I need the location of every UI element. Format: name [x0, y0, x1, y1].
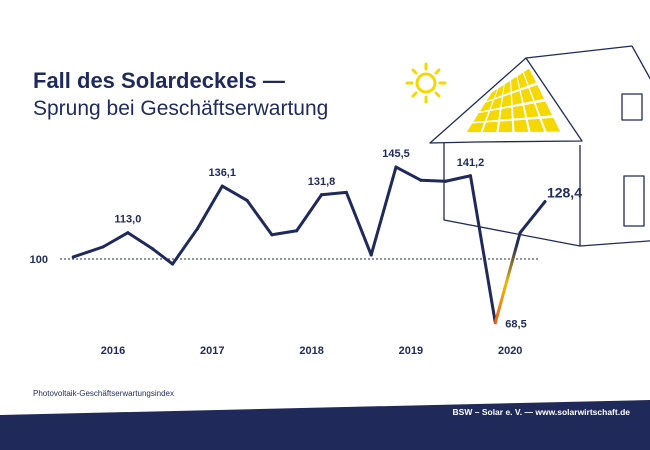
sun-icon: [405, 62, 447, 104]
baseline-label: 100: [30, 254, 48, 266]
series-segment: [126, 231, 155, 251]
solar-panel-cell: [498, 120, 513, 133]
data-point: [245, 198, 249, 202]
footer-bar: [0, 400, 650, 450]
data-point: [126, 231, 130, 235]
series-segment: [151, 247, 175, 266]
x-axis-ticks: 2016 2017 2018 2019 2020: [101, 345, 523, 357]
solar-panel-cell: [524, 103, 539, 118]
data-point: [270, 233, 274, 237]
data-point: [444, 179, 448, 183]
data-labels: 113,0 136,1 131,8 145,5 141,2 68,5 128,4: [114, 148, 582, 331]
solar-panel-cell: [512, 105, 526, 119]
solar-panel-cell: [486, 89, 498, 102]
data-point: [493, 321, 497, 325]
series-segment: [245, 198, 274, 237]
data-label: 128,4: [547, 185, 582, 201]
series-segment: [195, 184, 224, 231]
solar-panel-cell: [466, 122, 485, 133]
series-segment: [270, 229, 299, 237]
data-label: 145,5: [382, 148, 410, 160]
data-label: 136,1: [208, 167, 236, 179]
series-segment: [419, 178, 448, 183]
index-caption: Photovoltaik-Geschäftserwartungsindex: [33, 389, 174, 398]
data-point: [394, 165, 398, 169]
series-segment: [468, 174, 497, 325]
series-segment: [369, 165, 398, 257]
solar-panel-cell: [511, 91, 523, 106]
series-segment: [220, 184, 249, 202]
x-tick-label: 2017: [200, 345, 224, 357]
solar-panel-cell: [529, 85, 545, 101]
solar-panel-cell: [523, 68, 536, 86]
house-with-solar-panels-icon: [429, 45, 650, 247]
solar-panel-cell: [503, 80, 511, 95]
data-point: [295, 229, 299, 233]
series-segment: [101, 231, 130, 249]
series-line: [71, 165, 547, 325]
data-point: [518, 231, 522, 235]
solar-panel-cell: [511, 76, 520, 92]
data-point: [344, 190, 348, 194]
data-label: 141,2: [457, 157, 485, 169]
data-point: [71, 255, 75, 259]
solar-panel-cell: [501, 94, 512, 108]
x-tick-label: 2020: [498, 345, 522, 357]
series-segment: [171, 227, 199, 266]
data-point: [419, 178, 423, 182]
data-point: [320, 193, 324, 197]
solar-panel-cell: [541, 117, 561, 132]
solar-panel-cell: [486, 109, 500, 121]
series-segment: [444, 174, 472, 183]
data-point: [220, 184, 224, 188]
footer-source: BSW – Solar e. V. — www.solarwirtschaft.…: [453, 407, 631, 417]
solar-panel-cell: [517, 72, 528, 89]
data-label: 68,5: [505, 319, 526, 331]
solar-panel-cell: [520, 88, 534, 103]
series-segment: [344, 190, 373, 257]
series-segment: [320, 190, 348, 197]
chart-subtitle: Sprung bei Geschäftserwartung: [33, 97, 328, 120]
data-point: [151, 247, 155, 251]
solar-panels: [466, 68, 561, 133]
solar-panel-cell: [473, 111, 489, 122]
data-point: [101, 245, 105, 249]
solar-panel-cell: [500, 107, 512, 120]
x-tick-label: 2018: [299, 345, 323, 357]
data-label: 131,8: [308, 176, 336, 188]
x-tick-label: 2019: [399, 345, 423, 357]
data-point: [195, 227, 199, 231]
data-point: [468, 174, 472, 178]
data-point: [369, 253, 373, 257]
data-point: [171, 262, 175, 266]
data-label: 113,0: [114, 214, 141, 226]
solar-panel-cell: [479, 100, 493, 112]
solar-panel-cell: [482, 121, 498, 133]
x-tick-label: 2016: [101, 345, 125, 357]
data-point: [543, 200, 547, 204]
solar-panel-cell: [494, 84, 504, 98]
solar-panel-cell: [527, 118, 545, 132]
series-segment: [295, 193, 324, 233]
solar-panel-cell: [535, 101, 553, 117]
series-segment: [394, 165, 423, 182]
series-segment: [71, 245, 105, 259]
series-segment: [518, 200, 547, 235]
series-segment: [493, 231, 522, 325]
solar-panel-cell: [490, 97, 502, 110]
chart-title: Fall des Solardeckels —: [33, 68, 285, 93]
solar-panel-cell: [513, 119, 529, 132]
